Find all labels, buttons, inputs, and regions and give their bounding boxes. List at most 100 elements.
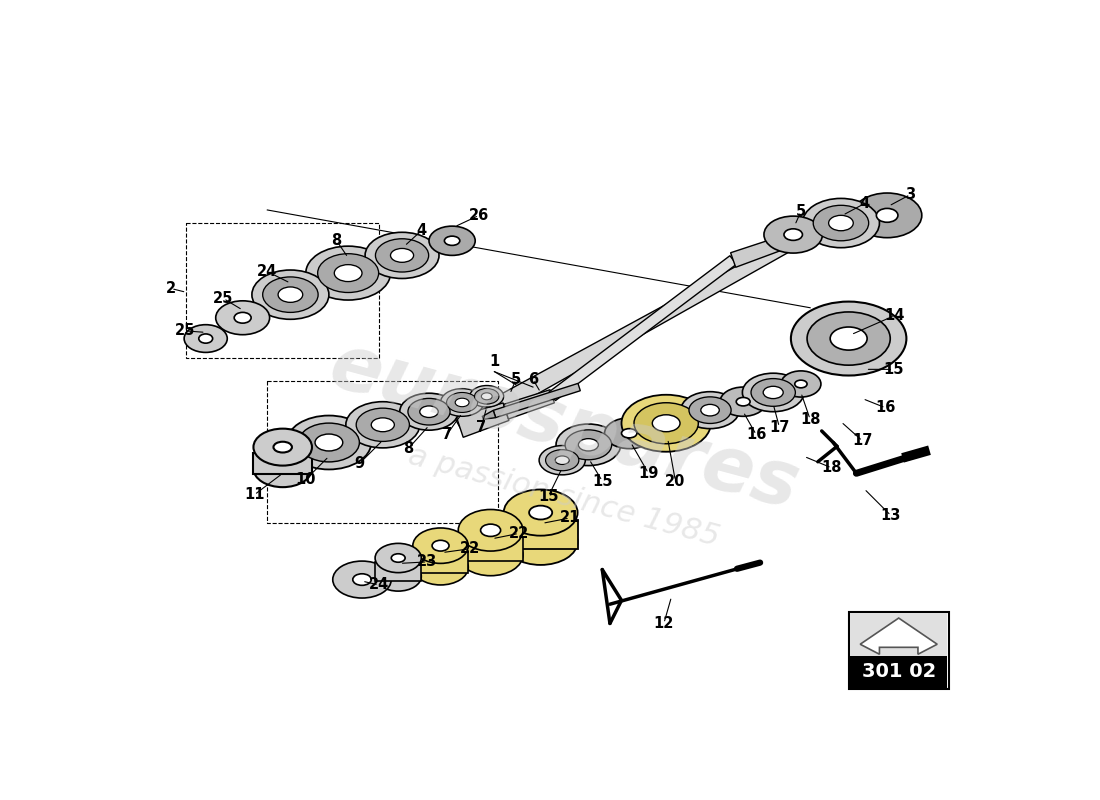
Ellipse shape [720,387,767,416]
Ellipse shape [353,574,372,586]
Text: 24: 24 [368,578,389,593]
Text: 23: 23 [417,554,438,570]
Ellipse shape [565,430,612,460]
Polygon shape [375,562,421,581]
Text: 26: 26 [469,208,490,223]
Ellipse shape [556,456,569,465]
Ellipse shape [652,414,680,432]
Ellipse shape [315,434,343,451]
Ellipse shape [481,524,500,537]
Ellipse shape [184,325,228,353]
Ellipse shape [253,429,312,466]
Ellipse shape [375,543,421,573]
Ellipse shape [444,236,460,246]
Text: a passion since 1985: a passion since 1985 [405,441,723,552]
Text: 20: 20 [666,474,685,489]
Ellipse shape [278,287,303,302]
Ellipse shape [689,397,732,423]
Ellipse shape [803,198,880,248]
Ellipse shape [482,393,492,400]
Ellipse shape [399,394,459,430]
Ellipse shape [701,404,719,416]
Ellipse shape [334,265,362,282]
Ellipse shape [742,373,804,412]
Text: 7: 7 [476,419,486,434]
Ellipse shape [556,424,620,466]
Ellipse shape [579,438,598,451]
Text: 301 02: 301 02 [861,662,936,682]
Text: 13: 13 [881,508,901,523]
Text: 18: 18 [800,412,821,427]
Ellipse shape [432,540,449,551]
Text: eurospares: eurospares [321,329,806,526]
Ellipse shape [504,490,578,536]
Ellipse shape [852,193,922,238]
Ellipse shape [234,312,251,323]
Ellipse shape [375,562,421,591]
Text: 7: 7 [441,427,452,442]
Ellipse shape [784,229,803,240]
Text: 17: 17 [769,419,790,434]
Ellipse shape [345,402,420,448]
Text: 8: 8 [403,441,414,456]
Text: 12: 12 [653,616,674,631]
Ellipse shape [546,450,579,470]
Ellipse shape [412,528,469,563]
Ellipse shape [736,398,750,406]
Text: 15: 15 [592,474,613,489]
Text: 18: 18 [822,461,842,475]
Ellipse shape [298,423,360,462]
Ellipse shape [408,398,450,425]
Ellipse shape [318,254,378,293]
Text: 4: 4 [416,223,427,238]
Ellipse shape [459,534,522,576]
Bar [850,614,947,656]
Ellipse shape [877,209,898,222]
Ellipse shape [539,446,585,475]
Text: 24: 24 [257,264,277,279]
Ellipse shape [459,510,522,551]
Ellipse shape [807,312,890,365]
Text: 5: 5 [795,204,806,219]
Ellipse shape [605,418,653,449]
Ellipse shape [392,554,405,562]
Ellipse shape [372,418,395,432]
Ellipse shape [504,518,578,565]
Ellipse shape [306,246,390,300]
Text: 25: 25 [175,323,195,338]
Ellipse shape [253,450,312,487]
Polygon shape [504,519,578,549]
Text: 17: 17 [852,434,872,449]
Ellipse shape [763,386,783,398]
Ellipse shape [440,389,484,416]
Text: 2: 2 [166,281,176,296]
Ellipse shape [332,561,392,598]
Ellipse shape [681,392,739,429]
Ellipse shape [216,301,270,334]
Text: 8: 8 [331,234,342,248]
Ellipse shape [474,389,499,404]
Text: 3: 3 [905,187,915,202]
Text: 1: 1 [490,354,499,369]
Text: 19: 19 [638,466,659,481]
Bar [850,656,947,688]
Polygon shape [412,551,469,573]
Ellipse shape [794,380,807,388]
Bar [849,612,948,689]
Ellipse shape [356,408,409,442]
Ellipse shape [781,371,821,397]
Text: 10: 10 [296,472,316,487]
Ellipse shape [263,277,318,313]
Text: 9: 9 [354,456,365,470]
Polygon shape [456,403,509,438]
Ellipse shape [365,232,439,278]
Text: 16: 16 [876,400,895,415]
Polygon shape [730,227,812,267]
Ellipse shape [621,394,711,452]
Ellipse shape [420,406,438,418]
Ellipse shape [447,393,477,413]
Ellipse shape [763,216,823,253]
Ellipse shape [412,550,469,585]
Text: 11: 11 [244,487,264,502]
Ellipse shape [828,215,854,230]
